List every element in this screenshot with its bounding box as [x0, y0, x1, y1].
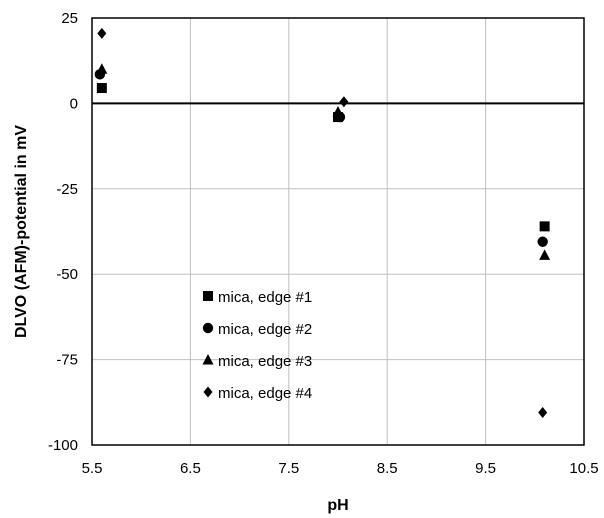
legend-item: mica, edge #4	[203, 385, 312, 402]
x-tick-label: 9.5	[475, 460, 496, 477]
x-tick-label: 7.5	[278, 460, 299, 477]
grid-lines	[91, 17, 585, 446]
y-tick-label: -75	[56, 352, 78, 369]
data-points	[94, 27, 551, 419]
data-point-triangle	[539, 249, 551, 260]
y-tick-label: -100	[48, 437, 78, 454]
x-tick-label: 8.5	[377, 460, 398, 477]
data-point-circle	[537, 236, 548, 247]
legend-marker-triangle	[202, 354, 214, 365]
legend-label: mica, edge #4	[218, 385, 312, 402]
legend-item: mica, edge #2	[202, 321, 312, 338]
data-point-square	[539, 221, 550, 232]
legend: mica, edge #1 mica, edge #2 mica, edge #3 m…	[202, 289, 312, 402]
legend-item: mica, edge #3	[202, 353, 312, 370]
x-tick-labels: 5.5 6.5 7.5 8.5 9.5 10.5	[82, 460, 599, 477]
y-axis-title: DLVO (AFM)-potential in mV	[13, 125, 30, 338]
legend-label: mica, edge #2	[218, 321, 312, 338]
x-axis-title: pH	[327, 497, 348, 514]
data-point-triangle	[96, 63, 108, 74]
legend-marker-square	[203, 291, 213, 301]
x-tick-label: 6.5	[180, 460, 201, 477]
x-tick-label: 5.5	[82, 460, 103, 477]
y-tick-labels: 25 0 -25 -50 -75 -100	[48, 10, 78, 454]
y-tick-label: 25	[61, 10, 78, 27]
y-tick-label: -25	[56, 181, 78, 198]
legend-label: mica, edge #3	[218, 353, 312, 370]
data-point-diamond	[97, 27, 107, 39]
legend-marker-diamond	[203, 386, 213, 398]
data-point-square	[96, 83, 107, 94]
legend-marker-circle	[202, 322, 214, 334]
legend-item: mica, edge #1	[203, 289, 312, 306]
data-point-triangle	[332, 105, 344, 117]
legend-label: mica, edge #1	[218, 289, 312, 306]
y-tick-label: 0	[70, 95, 78, 112]
plot-area	[91, 17, 585, 446]
x-tick-label: 10.5	[569, 460, 598, 477]
data-point-diamond	[538, 407, 548, 419]
y-tick-label: -50	[56, 266, 78, 283]
data-point-diamond	[339, 96, 349, 108]
